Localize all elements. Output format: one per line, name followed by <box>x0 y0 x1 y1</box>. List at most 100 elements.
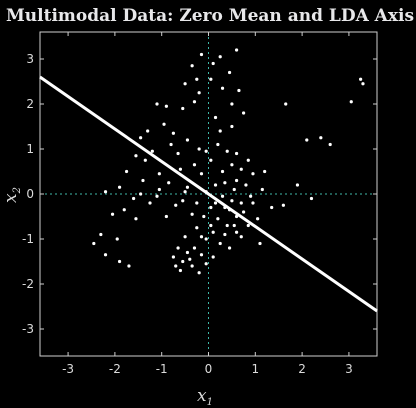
data-point <box>155 194 159 198</box>
data-point <box>204 149 208 153</box>
data-point <box>234 230 239 234</box>
data-point <box>103 253 108 257</box>
data-point <box>242 111 246 115</box>
data-point <box>246 158 250 162</box>
data-point <box>237 88 241 93</box>
data-point <box>178 268 183 273</box>
data-point <box>185 250 190 255</box>
data-point <box>234 151 239 156</box>
data-point <box>195 226 199 230</box>
data-point <box>188 257 192 261</box>
data-point <box>171 131 175 135</box>
data-point <box>230 124 234 129</box>
data-point <box>234 178 239 183</box>
data-point <box>162 122 166 126</box>
data-point <box>132 196 136 201</box>
data-point <box>209 223 213 228</box>
data-point <box>256 217 260 221</box>
data-point <box>260 187 264 192</box>
data-point <box>349 100 353 104</box>
data-point <box>204 262 208 266</box>
data-point <box>213 201 218 205</box>
data-point <box>213 183 218 187</box>
data-point <box>139 136 143 140</box>
data-point <box>155 102 159 106</box>
data-point <box>139 192 143 196</box>
data-point <box>195 201 199 205</box>
data-point <box>181 106 185 111</box>
data-point <box>190 264 194 268</box>
data-point <box>230 163 234 167</box>
data-point <box>127 264 131 268</box>
data-point <box>225 223 229 228</box>
data-point <box>185 185 190 189</box>
lda-axis-line <box>39 75 378 313</box>
data-point <box>134 217 138 221</box>
data-point <box>220 194 225 198</box>
data-point <box>213 115 218 120</box>
data-point <box>197 91 201 95</box>
data-point <box>218 55 222 59</box>
data-point <box>148 201 152 205</box>
data-point <box>211 61 215 66</box>
y-axis-label: x2 <box>1 187 23 203</box>
data-point <box>295 183 300 187</box>
y-tick-label: -3 <box>22 322 34 336</box>
data-point <box>230 102 234 106</box>
x-axis-label: x1 <box>197 386 213 408</box>
data-point <box>225 149 229 153</box>
data-point <box>143 158 147 162</box>
data-point <box>199 172 204 176</box>
x-axis-label-subscript: 1 <box>207 397 213 408</box>
y-axis-label-subscript: 2 <box>12 187 23 194</box>
y-axis-label-base: x <box>1 193 21 203</box>
data-point <box>146 129 150 133</box>
data-point <box>164 214 168 219</box>
data-point <box>117 259 122 264</box>
data-point <box>211 255 215 259</box>
data-point <box>232 187 236 192</box>
data-point <box>197 147 201 151</box>
plot-area: -3 -2 -1 0 1 2 3 3 2 1 0 -1 -2 -3 <box>22 31 378 376</box>
data-point <box>270 205 274 210</box>
data-point <box>169 142 173 147</box>
y-tick-label: -1 <box>22 232 34 246</box>
data-point <box>234 48 239 52</box>
data-point <box>141 178 145 183</box>
data-point <box>220 169 225 174</box>
data-point <box>99 232 103 237</box>
data-point <box>195 77 199 81</box>
x-tick-label: -3 <box>62 362 74 376</box>
data-point <box>199 235 204 239</box>
data-point <box>176 246 180 250</box>
data-point <box>167 181 171 185</box>
chart-title: Multimodal Data: Zero Mean and LDA Axis <box>6 6 414 26</box>
data-point <box>209 77 213 81</box>
data-point <box>328 142 332 147</box>
y-tick-label: -2 <box>22 277 34 291</box>
data-point <box>239 167 243 171</box>
data-point <box>223 232 227 237</box>
data-point <box>181 199 185 203</box>
data-point <box>305 138 309 142</box>
data-point <box>359 77 363 81</box>
data-point <box>183 190 187 194</box>
data-point <box>251 172 255 176</box>
x-tick-label: 0 <box>205 362 213 376</box>
data-point <box>211 230 215 234</box>
data-point <box>230 199 234 203</box>
data-point <box>183 235 187 239</box>
data-point <box>174 264 178 268</box>
x-tick-label: 3 <box>345 362 353 376</box>
data-point <box>246 223 250 228</box>
data-point <box>258 241 262 246</box>
data-point <box>192 163 197 167</box>
data-point <box>190 212 194 216</box>
data-point <box>185 138 190 142</box>
data-point <box>227 246 232 250</box>
x-tick-label: 1 <box>251 362 259 376</box>
data-point <box>216 142 220 147</box>
data-point <box>178 167 183 171</box>
data-point <box>134 154 138 158</box>
